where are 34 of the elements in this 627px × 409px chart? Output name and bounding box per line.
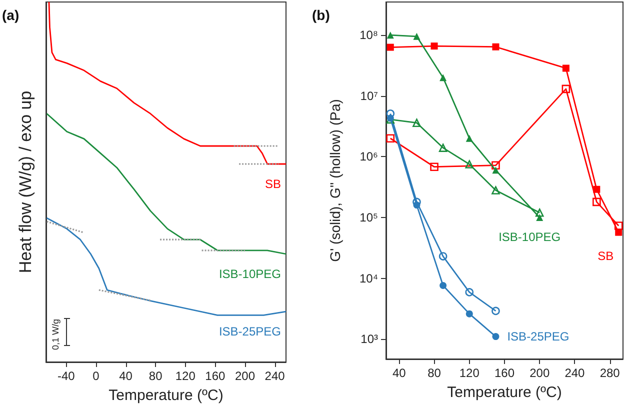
chart-title: (b): [312, 7, 330, 23]
chart-title: (a): [2, 7, 20, 23]
y-axis-title: G' (solid), G'' (hollow) (Pa): [327, 99, 343, 262]
y-tick-label: 10⁴: [359, 271, 378, 286]
series-label: SB: [264, 177, 281, 191]
y-tick-label: 10⁵: [360, 210, 378, 224]
x-tick-label: 80: [148, 369, 163, 383]
y-tick-label: 10⁸: [360, 28, 378, 42]
series-label: SB: [598, 248, 614, 263]
x-tick-label: 240: [264, 369, 286, 383]
x-tick-label: -40: [57, 369, 76, 383]
y-axis-title: Heat flow (W/g) / exo up: [16, 90, 35, 274]
y-tick-label: 10⁷: [360, 88, 378, 103]
x-tick-label: 200: [234, 369, 256, 383]
series-label: ISB-10PEG: [218, 267, 281, 281]
x-tick-label: 120: [459, 366, 480, 380]
x-axis-title: Temperature (ºC): [447, 384, 562, 401]
y-tick-label: 10³: [360, 332, 378, 346]
annotation: 0,1 W/g: [50, 318, 60, 350]
series-label: ISB-25PEG: [218, 324, 281, 339]
y-tick-label: 10⁶: [360, 150, 378, 164]
series-label: ISB-10PEG: [498, 230, 561, 244]
x-tick-label: 80: [428, 366, 442, 380]
x-tick-label: 160: [494, 366, 515, 380]
x-tick-label: 40: [119, 369, 133, 383]
x-tick-label: 160: [205, 369, 226, 383]
x-axis-title: Temperature (ºC): [108, 387, 224, 404]
x-tick-label: 40: [392, 366, 406, 380]
series-label: ISB-25PEG: [507, 330, 570, 344]
x-tick-label: 0: [92, 369, 100, 383]
x-tick-label: 200: [530, 366, 550, 380]
x-tick-label: 120: [175, 369, 196, 383]
x-tick-label: 280: [600, 366, 620, 380]
x-tick-label: 240: [564, 366, 586, 380]
